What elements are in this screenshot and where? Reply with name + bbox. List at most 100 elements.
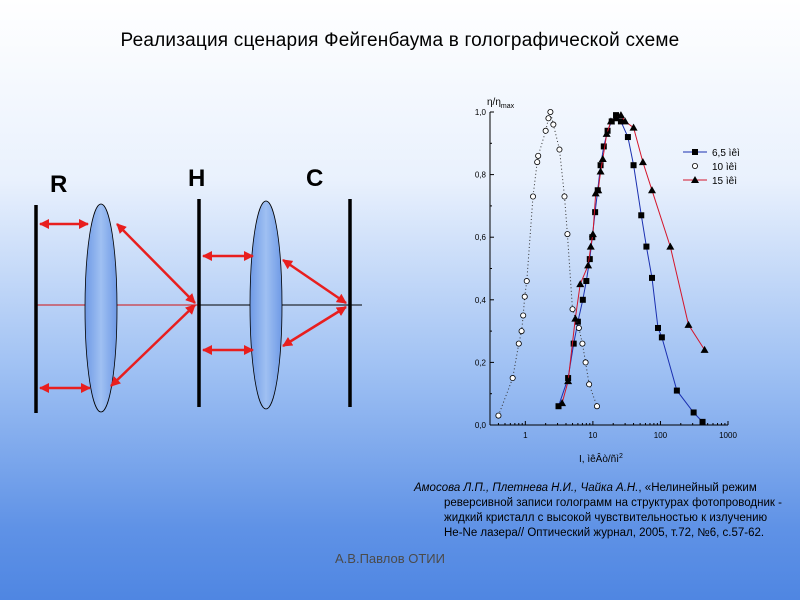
y-axis-label-sub: max — [501, 103, 515, 110]
chart-legend: 6,5 ìêì 10 ìêì 15 ìêì — [683, 148, 740, 187]
data-point — [700, 345, 709, 353]
legend-label: 6,5 ìêì — [712, 148, 740, 159]
arrow-lens2-to-c-lower — [282, 305, 347, 348]
data-point — [564, 377, 573, 385]
data-point — [621, 117, 630, 125]
arrow-lens1-to-h-upper — [116, 223, 196, 304]
x-axis-label-main: I, ìêÂò/ñì — [579, 452, 619, 465]
data-point — [575, 324, 582, 331]
x-tick-label: 100 — [654, 431, 668, 440]
data-point — [596, 167, 605, 175]
data-point — [555, 403, 562, 410]
data-point — [643, 243, 650, 250]
data-point — [564, 231, 571, 238]
data-point — [583, 278, 590, 285]
data-point — [558, 399, 567, 407]
data-point — [530, 193, 537, 200]
citation: Амосова Л.П., Плетнева Н.И., Чайка А.Н.,… — [414, 481, 784, 541]
data-point — [576, 280, 585, 288]
data-point — [547, 108, 554, 115]
data-point — [597, 162, 604, 169]
data-point — [582, 359, 589, 366]
x-tick-label: 1000 — [719, 431, 737, 440]
y-tick-label: 0,4 — [475, 296, 487, 305]
data-point — [542, 127, 549, 134]
optical-scheme: R H C — [34, 165, 362, 413]
data-point — [550, 121, 557, 128]
label-c: C — [306, 165, 323, 192]
series-line — [497, 110, 598, 416]
data-point — [630, 162, 637, 169]
data-point — [594, 186, 603, 194]
data-point — [509, 375, 516, 382]
legend-item: 10 ìêì — [691, 162, 737, 173]
series-line — [558, 114, 703, 423]
label-r: R — [50, 171, 67, 198]
data-point — [606, 117, 615, 125]
data-point — [523, 278, 530, 285]
legend-item: 15 ìêì — [683, 176, 737, 187]
data-point — [520, 312, 527, 319]
data-point — [654, 324, 661, 331]
y-tick-label: 0,0 — [475, 421, 487, 430]
data-point — [600, 143, 607, 150]
data-point — [593, 403, 600, 410]
arrow-lens2-to-c-upper — [282, 258, 347, 305]
x-tick-label: 10 — [588, 431, 597, 440]
data-point — [570, 340, 577, 347]
data-point — [545, 115, 552, 122]
x-axis-label-sup: 2 — [619, 453, 623, 460]
data-point — [616, 111, 625, 119]
series-square — [555, 112, 706, 425]
data-point — [638, 158, 647, 166]
legend-marker — [691, 176, 699, 183]
label-h: H — [188, 165, 205, 192]
data-point — [586, 256, 593, 263]
data-point — [638, 212, 645, 219]
data-point — [515, 340, 522, 347]
y-tick-label: 0,6 — [475, 233, 487, 242]
data-point — [518, 328, 525, 335]
data-point — [617, 118, 624, 125]
series-circle — [495, 108, 600, 419]
data-point — [649, 274, 656, 281]
y-tick-label: 0,8 — [475, 171, 487, 180]
data-point — [569, 306, 576, 313]
data-point — [658, 334, 665, 341]
citation-authors: Амосова Л.П., Плетнева Н.И., Чайка А.Н. — [414, 482, 639, 494]
data-point — [561, 193, 568, 200]
data-point — [602, 129, 611, 137]
x-tick-label: 1 — [523, 431, 528, 440]
data-point — [648, 186, 657, 194]
data-point — [579, 296, 586, 303]
data-point — [592, 209, 599, 216]
chart-axes: 0,0 0,2 0,4 0,6 0,8 1,0 1 10 100 1000 — [475, 108, 738, 440]
data-point — [579, 340, 586, 347]
legend-label: 10 ìêì — [712, 162, 737, 173]
legend-label: 15 ìêì — [712, 176, 737, 187]
data-point — [495, 412, 502, 419]
y-tick-label: 1,0 — [475, 108, 487, 117]
data-point — [699, 418, 706, 425]
y-axis-label-main: η/η — [487, 97, 501, 108]
x-axis-label: I, ìêÂò/ñì2 — [579, 452, 623, 465]
chart-series — [495, 108, 709, 425]
series-triangle — [558, 111, 709, 407]
data-point — [624, 134, 631, 141]
data-point — [535, 152, 542, 159]
data-point — [612, 114, 621, 122]
lens-1 — [84, 203, 118, 413]
series-line — [561, 114, 706, 404]
legend-item: 6,5 ìêì — [683, 148, 740, 159]
efficiency-chart: 0,0 0,2 0,4 0,6 0,8 1,0 1 10 100 1000 6,5 ìêì 10 ì… — [475, 97, 740, 465]
data-point — [629, 123, 638, 131]
data-point — [588, 230, 597, 238]
data-point — [586, 381, 593, 388]
data-point — [574, 318, 581, 325]
data-point — [690, 409, 697, 416]
data-point — [571, 314, 580, 322]
y-axis-label: η/ηmax — [487, 97, 515, 110]
data-point — [534, 159, 541, 166]
slide-title: Реализация сценария Фейгенбаума в гологр… — [120, 30, 680, 51]
y-tick-label: 0,2 — [475, 358, 487, 367]
